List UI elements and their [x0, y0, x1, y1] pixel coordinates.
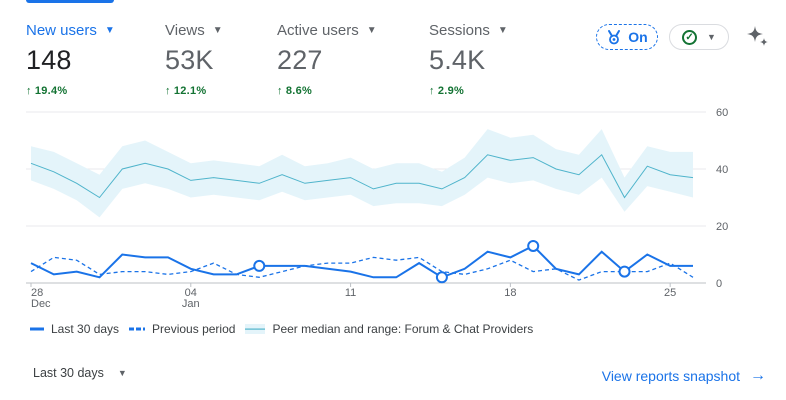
legend-item-previous[interactable]: Previous period — [129, 322, 235, 336]
benchmark-toggle-button[interactable]: On — [596, 24, 658, 50]
peer-median-line — [30, 154, 694, 199]
x-tick-label: 18 — [504, 287, 516, 299]
x-tick-label: 11 — [345, 287, 356, 299]
metric-label: New users — [26, 22, 97, 39]
chart-legend: Last 30 days Previous period Peer median… — [30, 322, 543, 336]
y-tick-label: 40 — [716, 164, 728, 176]
metric-label: Active users — [277, 22, 359, 39]
check-circle-icon: ✓ — [682, 29, 698, 45]
dashed-line-swatch — [129, 327, 146, 331]
arrow-up-icon: ↑ — [429, 85, 435, 97]
caret-down-icon[interactable]: ▼ — [497, 25, 508, 36]
y-tick-label: 20 — [716, 221, 728, 233]
arrow-up-icon: ↑ — [165, 85, 171, 97]
solid-line-swatch — [30, 327, 44, 331]
anomaly-marker[interactable] — [527, 239, 540, 252]
metric-views[interactable]: Views ▼ 53K ↑ 12.1% — [165, 22, 223, 97]
anomaly-markers — [253, 239, 631, 284]
anomaly-marker[interactable] — [435, 271, 448, 284]
caret-down-icon[interactable]: ▼ — [366, 25, 377, 36]
view-reports-snapshot-link[interactable]: View reports snapshot → — [602, 367, 766, 385]
x-tick-label: 04 — [185, 287, 197, 299]
metric-change: 19.4% — [34, 85, 68, 97]
metric-sessions[interactable]: Sessions ▼ 5.4K ↑ 2.9% — [429, 22, 508, 97]
y-tick-label: 60 — [716, 107, 728, 119]
date-range-label: Last 30 days — [33, 366, 104, 380]
arrow-right-icon: → — [750, 367, 766, 384]
snapshot-link-label: View reports snapshot — [601, 368, 740, 384]
metric-new-users[interactable]: New users ▼ 148 ↑ 19.4% — [26, 22, 115, 97]
caret-down-icon[interactable]: ▼ — [104, 25, 115, 36]
metric-change: 2.9% — [437, 85, 465, 97]
legend-label: Previous period — [152, 322, 236, 336]
metric-value: 227 — [277, 45, 323, 75]
legend-label: Peer median and range: Forum & Chat Prov… — [272, 322, 534, 336]
active-tab-indicator — [26, 0, 114, 3]
metric-value: 148 — [26, 45, 72, 75]
arrow-up-icon: ↑ — [277, 85, 283, 97]
x-tick-label: Dec — [31, 298, 51, 310]
metric-label: Sessions — [429, 22, 490, 39]
benchmark-icon — [608, 30, 621, 45]
band-swatch — [245, 324, 266, 334]
x-tick-label: 25 — [664, 287, 676, 299]
metric-change: 12.1% — [173, 85, 207, 97]
peer-range-band — [31, 129, 693, 218]
metric-change: 8.6% — [285, 85, 313, 97]
arrow-up-icon: ↑ — [26, 85, 32, 97]
metric-value: 5.4K — [429, 45, 486, 75]
sparkle-icon[interactable] — [745, 24, 769, 48]
benchmark-toggle-label: On — [628, 29, 648, 45]
y-axis-ticks: 0 20 40 60 — [716, 107, 728, 290]
anomaly-marker[interactable] — [618, 265, 631, 278]
y-tick-label: 0 — [716, 278, 722, 290]
x-tick-label: 28 — [31, 287, 43, 299]
legend-item-last30[interactable]: Last 30 days — [30, 322, 119, 336]
comparison-status-dropdown[interactable]: ✓ ▼ — [669, 24, 729, 50]
metric-active-users[interactable]: Active users ▼ 227 ↑ 8.6% — [277, 22, 377, 97]
metric-value: 53K — [165, 45, 214, 75]
caret-down-icon[interactable]: ▼ — [212, 25, 223, 36]
x-tick-label: Jan — [182, 298, 200, 310]
previous-period-line — [30, 256, 694, 281]
caret-down-icon: ▼ — [707, 32, 716, 42]
anomaly-marker[interactable] — [253, 259, 266, 272]
last-30-days-line — [30, 244, 693, 279]
legend-label: Last 30 days — [51, 322, 120, 336]
legend-item-peer[interactable]: Peer median and range: Forum & Chat Prov… — [245, 322, 533, 336]
caret-down-icon: ▼ — [117, 368, 127, 378]
metric-label: Views — [165, 22, 205, 39]
date-range-dropdown[interactable]: Last 30 days ▼ — [33, 366, 127, 380]
